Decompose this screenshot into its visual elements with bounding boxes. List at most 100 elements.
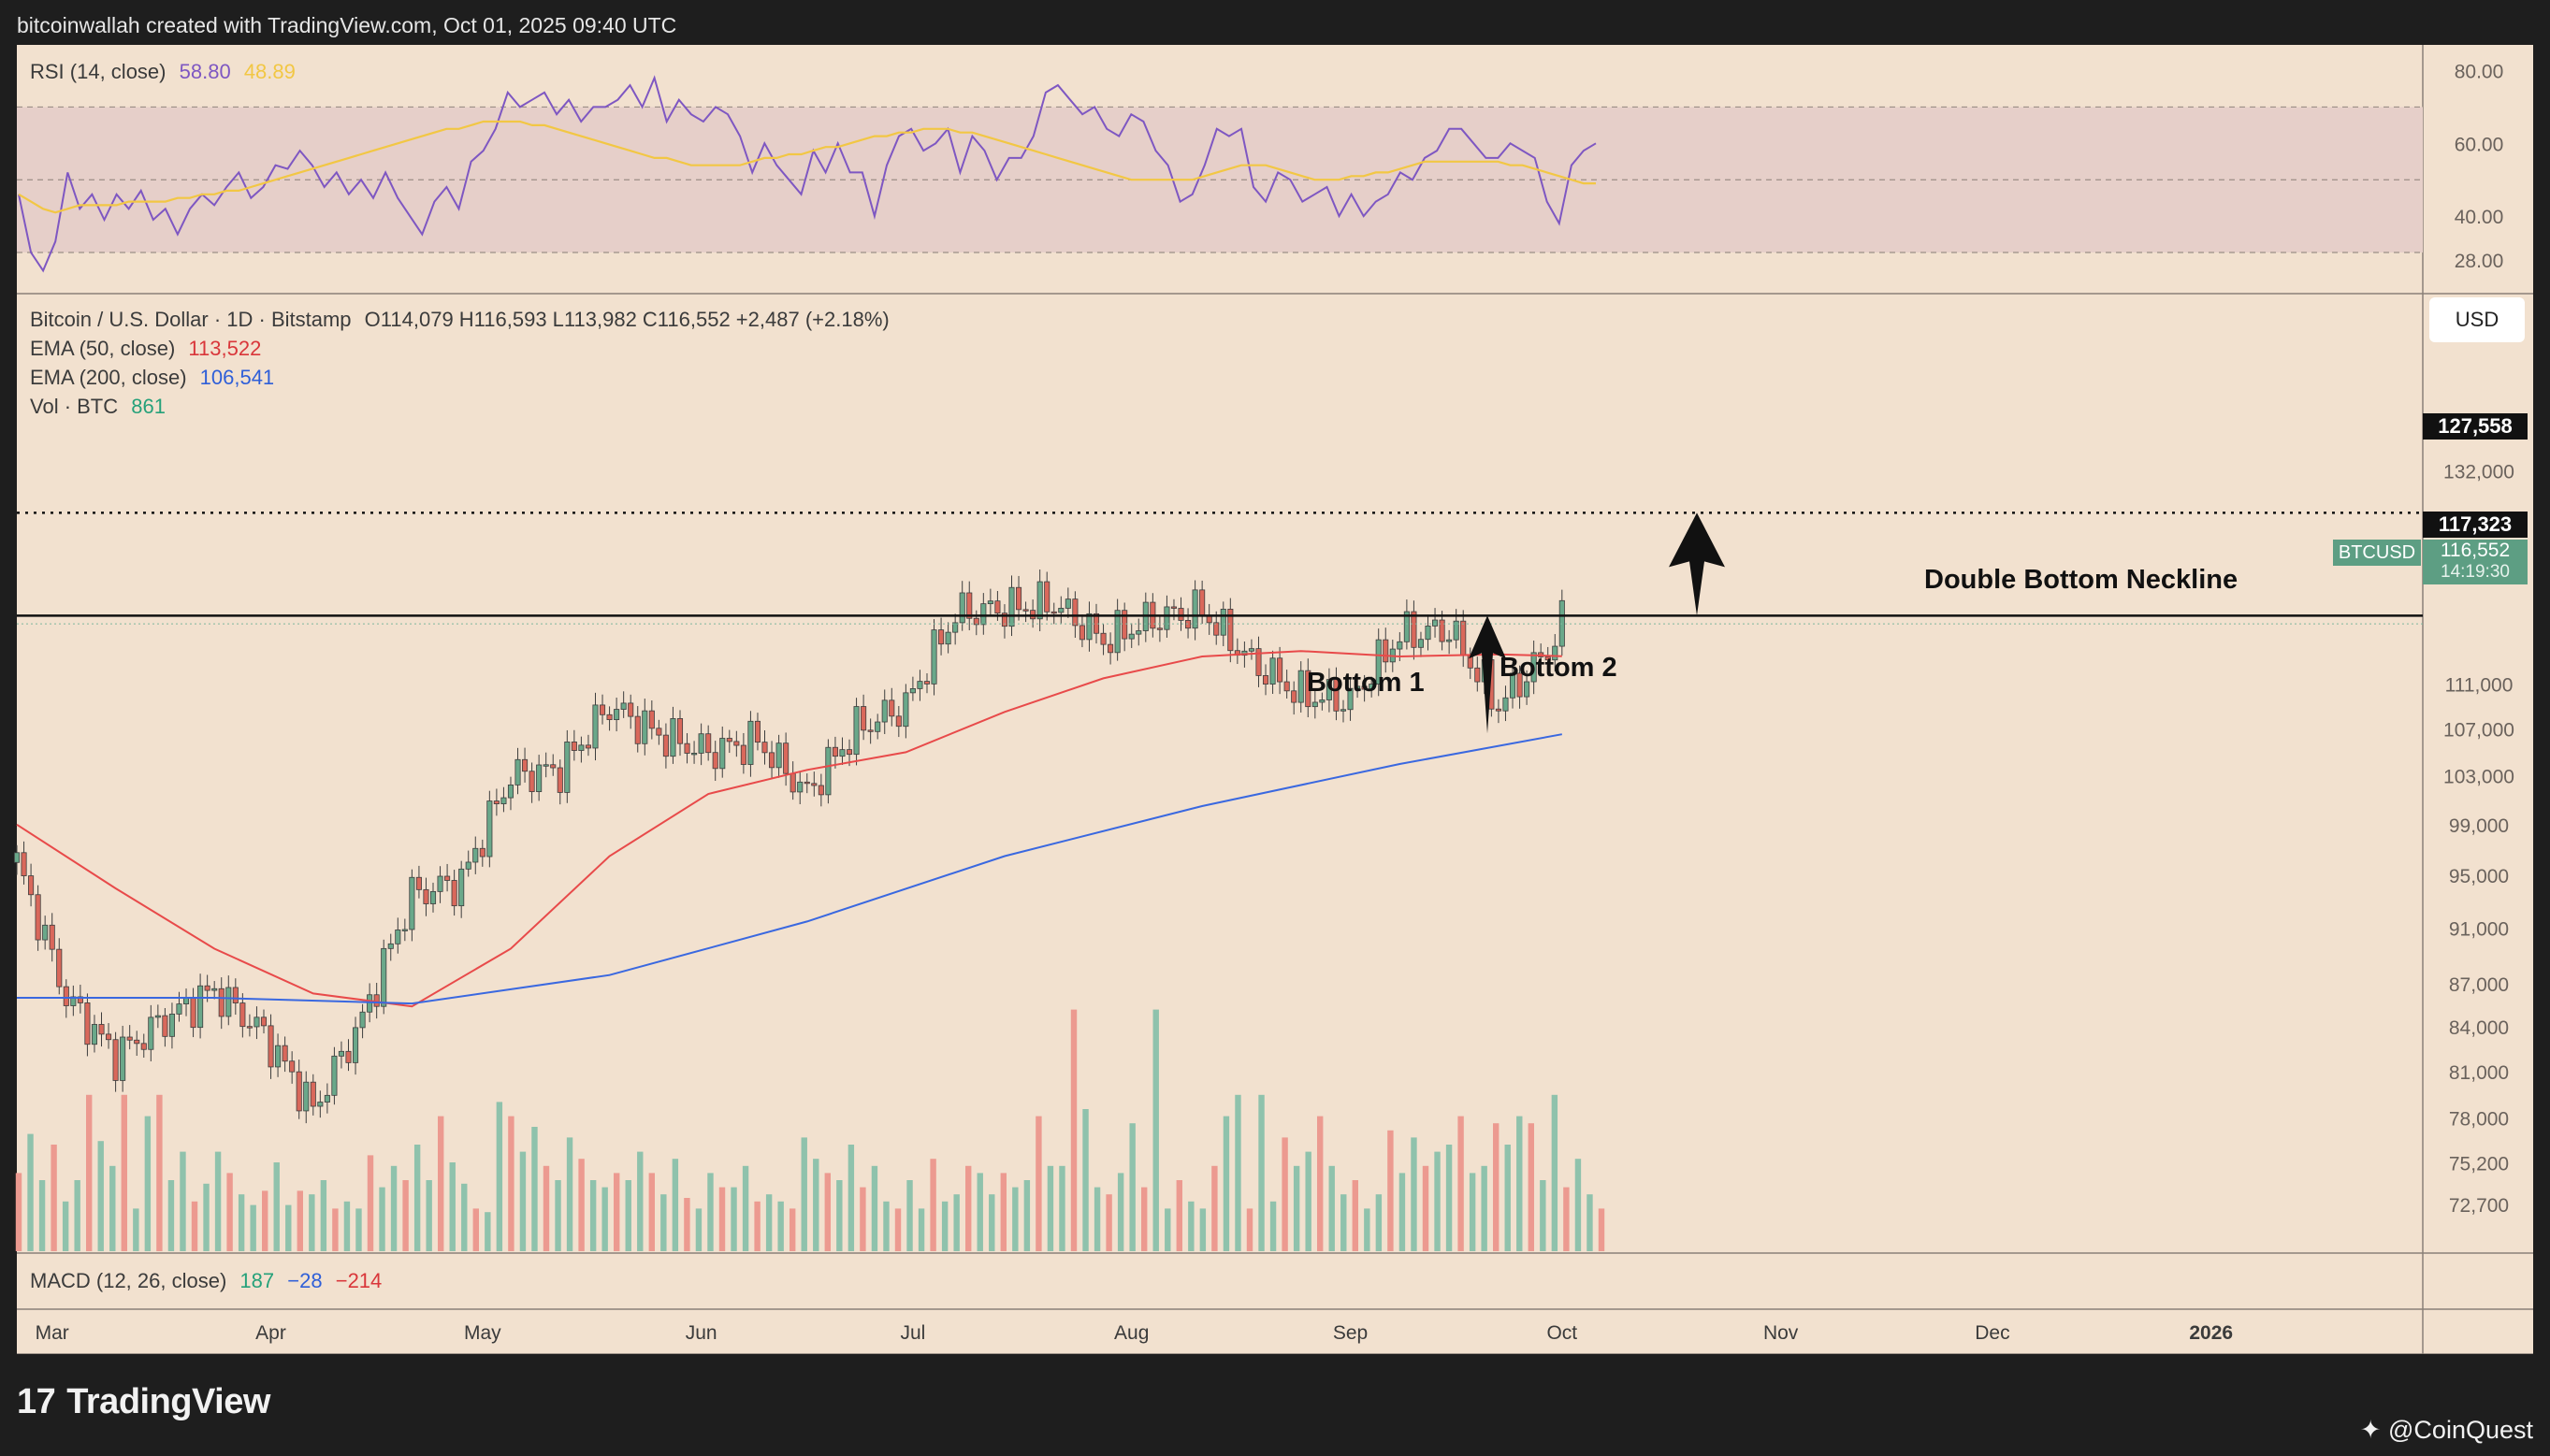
volume-bar (15, 1173, 22, 1251)
price-tick-label: 103,000 (2443, 767, 2514, 788)
volume-bar (566, 1137, 573, 1251)
candle (656, 728, 662, 736)
volume-bar (180, 1151, 186, 1251)
candle (599, 704, 606, 715)
volume-bar (379, 1187, 385, 1251)
volume-bar (1211, 1165, 1218, 1251)
volume-bar (167, 1180, 175, 1251)
bottom1-annotation: Bottom 1 (1307, 668, 1425, 698)
candle (676, 718, 684, 744)
credit-text: @CoinQuest (2388, 1416, 2533, 1444)
time-tick-label: 2026 (2189, 1322, 2233, 1344)
candle (395, 930, 401, 944)
volume-bar (801, 1137, 807, 1251)
candle (190, 997, 196, 1029)
tradingview-logo[interactable]: 17 TradingView (17, 1382, 270, 1422)
volume-bar (449, 1162, 456, 1251)
volume-bar (1434, 1151, 1441, 1251)
candle (1269, 657, 1276, 685)
volume-bar (367, 1155, 374, 1251)
candle (1474, 667, 1481, 683)
volume-bar (1328, 1165, 1335, 1251)
volume-bar (51, 1145, 57, 1251)
candle (698, 733, 704, 754)
volume-bar (684, 1198, 690, 1251)
top-bar: bitcoinwallah created with TradingView.c… (0, 0, 2550, 45)
candle (162, 1015, 168, 1037)
volume-bar (343, 1201, 351, 1251)
candle (564, 742, 571, 793)
time-tick-label: Jun (686, 1322, 717, 1344)
tradingview-mark-icon: 17 (17, 1382, 56, 1421)
chart-area[interactable]: 80.0060.0040.0028.00132,000124,000111,00… (0, 45, 2550, 1354)
candle (176, 1003, 182, 1015)
candle (783, 742, 790, 774)
last-price: 116,552 (2440, 540, 2511, 561)
volume-value: 861 (131, 395, 166, 418)
ema50-value: 113,522 (188, 337, 262, 360)
candle (1185, 620, 1192, 629)
candle (797, 781, 804, 793)
candle (268, 1025, 274, 1068)
volume-bar (1023, 1180, 1031, 1251)
candle (1502, 697, 1509, 712)
candle (1495, 708, 1501, 712)
volume-bar (1587, 1194, 1593, 1251)
volume-bar (1375, 1194, 1383, 1251)
volume-bar (953, 1194, 960, 1251)
volume-bar (672, 1159, 679, 1251)
rsi-tick-label: 40.00 (2455, 207, 2504, 228)
candle (126, 1036, 133, 1041)
candle (514, 758, 521, 786)
candle (154, 1015, 161, 1018)
candle (148, 1016, 154, 1050)
candle (246, 1026, 253, 1029)
volume-bar (74, 1180, 80, 1251)
currency-button[interactable]: USD (2429, 297, 2525, 342)
candle (1164, 606, 1170, 630)
candle (754, 720, 761, 743)
candle (670, 718, 676, 757)
candle (225, 987, 232, 1017)
volume-bar (355, 1208, 362, 1251)
candle (112, 1039, 119, 1081)
time-tick-label: Nov (1763, 1322, 1799, 1344)
candle (691, 753, 698, 756)
volume-bar (309, 1194, 315, 1251)
candle (1156, 627, 1163, 630)
candle (401, 929, 408, 931)
candle (1333, 679, 1340, 712)
candle (909, 688, 916, 694)
candle (35, 894, 41, 941)
candle (1022, 609, 1029, 612)
candle (804, 781, 810, 785)
volume-bar (1528, 1123, 1534, 1251)
time-tick-label: Dec (1975, 1322, 2009, 1344)
volume-bar (1493, 1123, 1500, 1251)
candle (204, 985, 210, 991)
candle (1086, 613, 1093, 641)
candle (303, 1081, 310, 1112)
volume-bar (930, 1159, 936, 1251)
volume-bar (883, 1201, 890, 1251)
candle (846, 749, 853, 756)
volume-legend: Vol · BTC 861 (30, 395, 166, 419)
volume-bar (906, 1180, 913, 1251)
candle (1178, 608, 1184, 621)
candle (338, 1050, 344, 1057)
candle (719, 738, 726, 770)
candle (1122, 610, 1128, 640)
candle (867, 729, 874, 732)
volume-bar (589, 1180, 597, 1251)
volume-bar (472, 1208, 479, 1251)
volume-bar (648, 1173, 655, 1251)
ema200-label: EMA (200, close) (30, 366, 187, 389)
price-tick-label: 132,000 (2443, 461, 2514, 483)
volume-bar (402, 1180, 409, 1251)
candle (1552, 645, 1558, 661)
volume-bar (1235, 1094, 1241, 1251)
candle (472, 847, 479, 863)
candle (1297, 670, 1304, 703)
volume-bar (214, 1151, 222, 1251)
candle (91, 1024, 98, 1045)
